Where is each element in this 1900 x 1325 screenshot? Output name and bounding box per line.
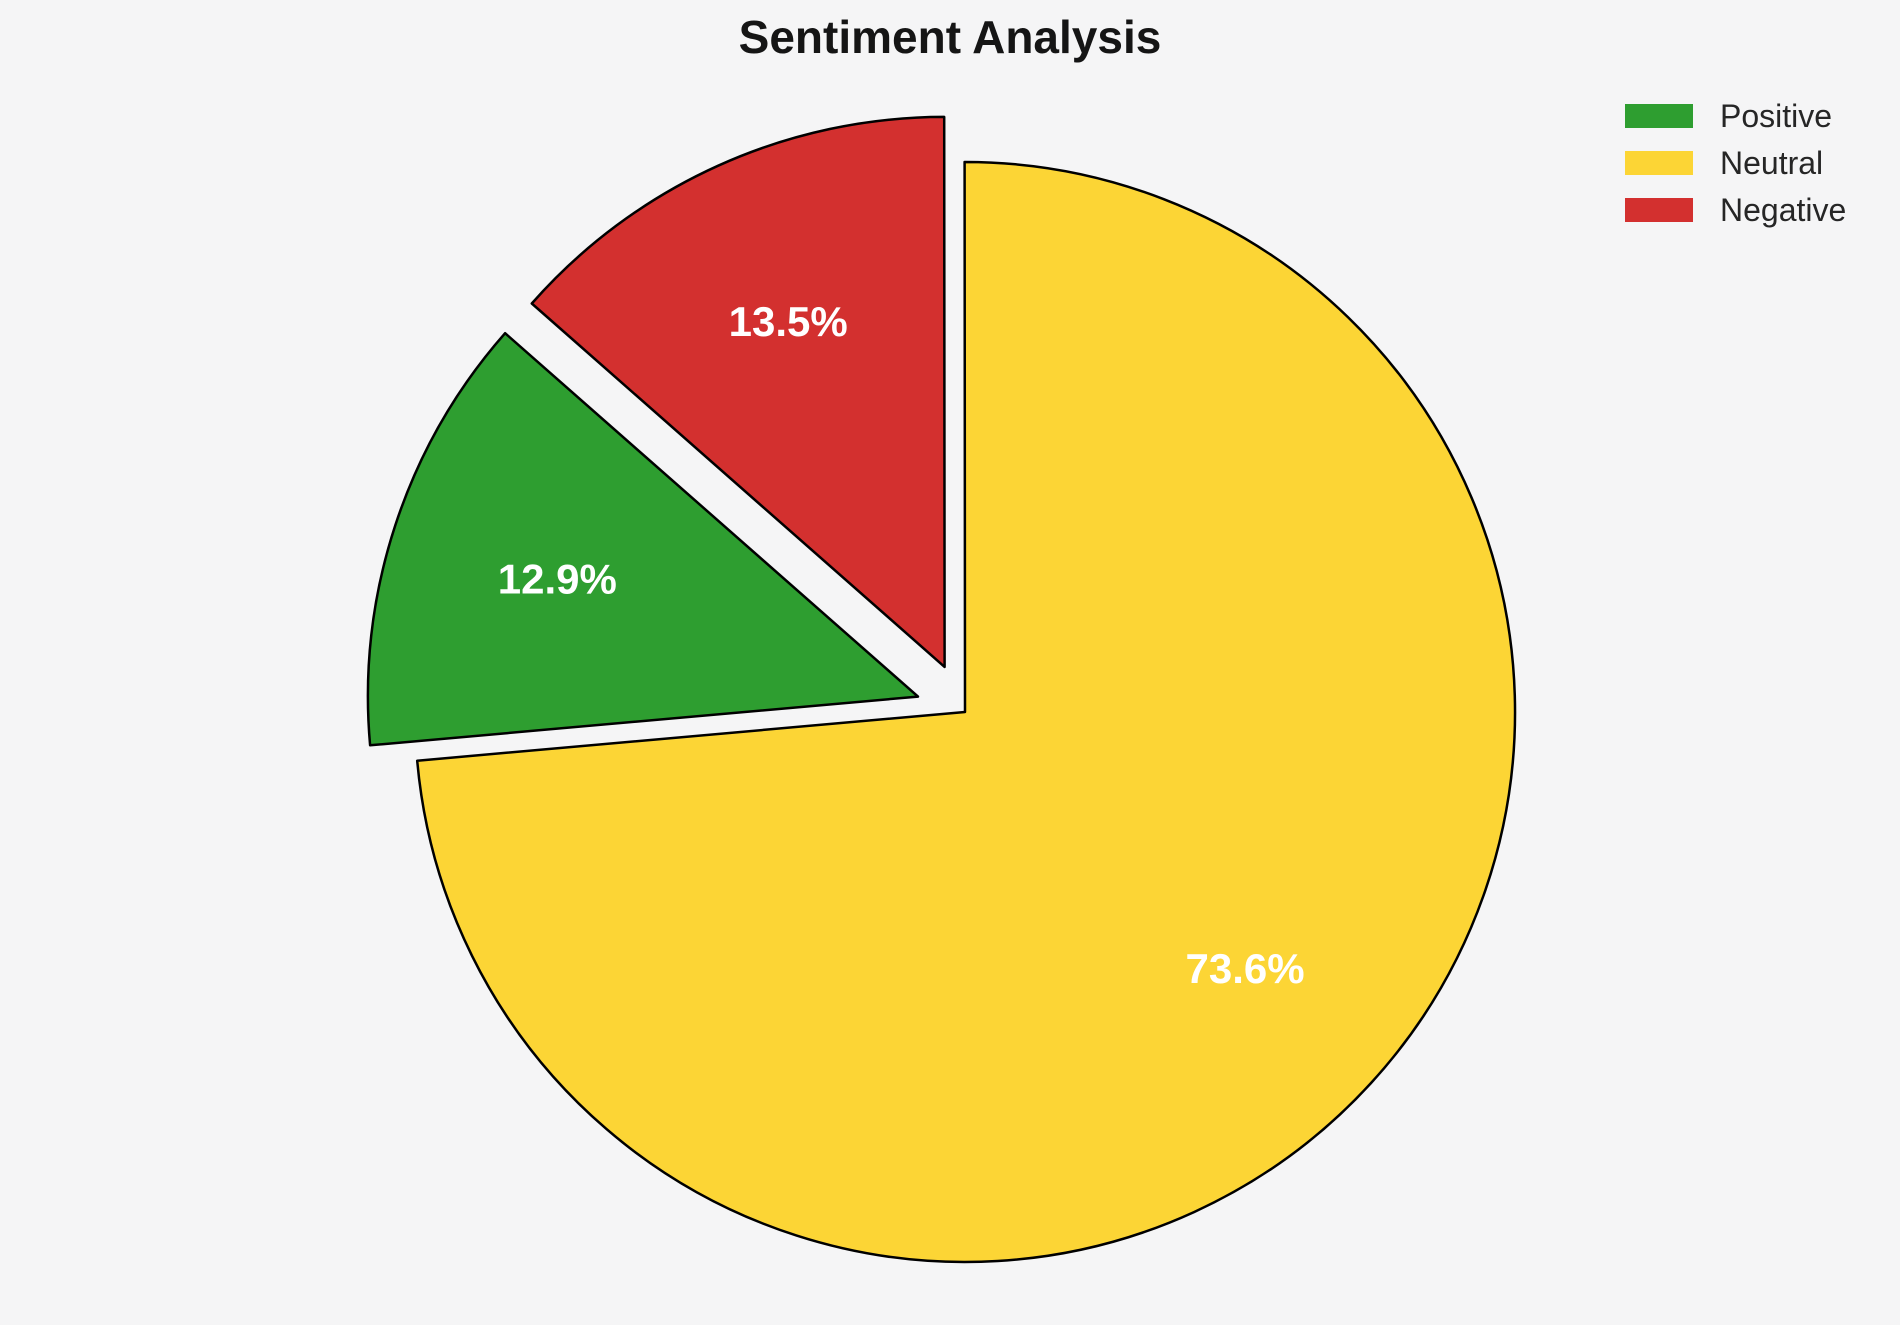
chart-title: Sentiment Analysis <box>738 11 1162 63</box>
pct-label-positive: 12.9% <box>498 555 617 602</box>
pie-slice-neutral <box>415 160 1517 1264</box>
legend-item-neutral: Neutral <box>1625 144 1846 181</box>
pct-label-neutral: 73.6% <box>1186 945 1305 992</box>
legend-label-positive: Positive <box>1720 97 1833 134</box>
pie-slice-negative <box>530 115 946 669</box>
pct-label-negative: 13.5% <box>729 298 848 345</box>
legend: Positive Neutral Negative <box>1625 97 1847 241</box>
legend-item-positive: Positive <box>1625 97 1846 134</box>
legend-swatch-positive <box>1625 104 1693 128</box>
legend-swatch-negative <box>1625 198 1693 222</box>
legend-item-negative: Negative <box>1625 191 1847 228</box>
legend-label-negative: Negative <box>1720 191 1847 228</box>
pie-slice-positive <box>366 331 920 747</box>
legend-swatch-neutral <box>1625 151 1693 175</box>
legend-label-neutral: Neutral <box>1720 144 1824 181</box>
